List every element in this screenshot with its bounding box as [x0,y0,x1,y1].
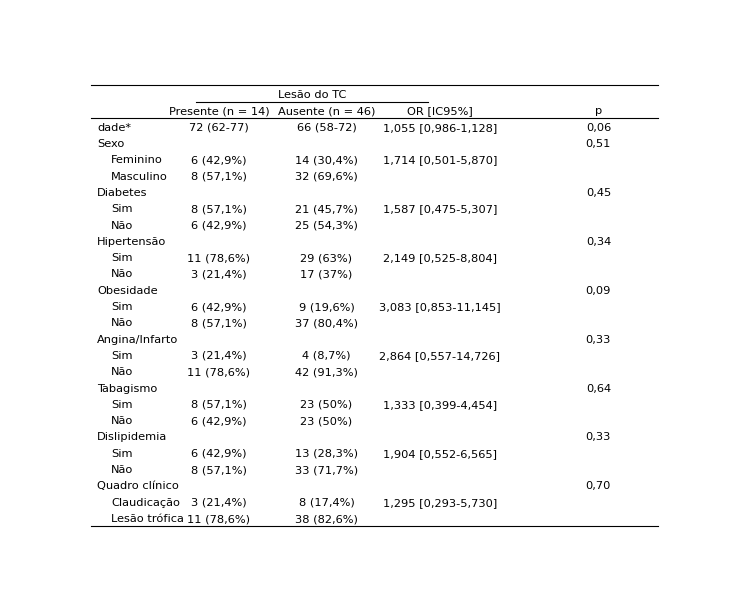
Text: OR [IC95%]: OR [IC95%] [407,107,473,116]
Text: Presente (n = 14): Presente (n = 14) [169,107,269,116]
Text: 42 (91,3%): 42 (91,3%) [295,367,358,377]
Text: 11 (78,6%): 11 (78,6%) [187,514,250,524]
Text: 1,055 [0,986-1,128]: 1,055 [0,986-1,128] [382,123,497,132]
Text: 8 (57,1%): 8 (57,1%) [191,204,247,214]
Text: Quadro clínico: Quadro clínico [97,481,179,492]
Text: Hipertensão: Hipertensão [97,237,167,247]
Text: 6 (42,9%): 6 (42,9%) [191,221,246,230]
Text: 17 (37%): 17 (37%) [300,270,352,280]
Text: Ausente (n = 46): Ausente (n = 46) [278,107,375,116]
Text: 0,51: 0,51 [586,139,611,149]
Text: Feminino: Feminino [111,155,163,166]
Text: 37 (80,4%): 37 (80,4%) [295,318,358,329]
Text: 1,904 [0,552-6,565]: 1,904 [0,552-6,565] [383,449,497,459]
Text: Sim: Sim [111,204,133,214]
Text: 3 (21,4%): 3 (21,4%) [191,270,246,280]
Text: 72 (62-77): 72 (62-77) [189,123,249,132]
Text: 6 (42,9%): 6 (42,9%) [191,155,246,166]
Text: 4 (8,7%): 4 (8,7%) [302,351,351,361]
Text: Dislipidemia: Dislipidemia [97,433,167,443]
Text: 2,864 [0,557-14,726]: 2,864 [0,557-14,726] [379,351,500,361]
Text: 11 (78,6%): 11 (78,6%) [187,367,250,377]
Text: Não: Não [111,221,134,230]
Text: 0,33: 0,33 [586,433,611,443]
Text: 21 (45,7%): 21 (45,7%) [295,204,358,214]
Text: 8 (57,1%): 8 (57,1%) [191,465,247,475]
Text: 2,149 [0,525-8,804]: 2,149 [0,525-8,804] [383,253,497,263]
Text: 33 (71,7%): 33 (71,7%) [295,465,358,475]
Text: dade*: dade* [97,123,131,132]
Text: 32 (69,6%): 32 (69,6%) [295,172,358,181]
Text: Sim: Sim [111,253,133,263]
Text: 11 (78,6%): 11 (78,6%) [187,253,250,263]
Text: Sim: Sim [111,400,133,410]
Text: Angina/Infarto: Angina/Infarto [97,335,178,345]
Text: Lesão do TC: Lesão do TC [278,90,346,100]
Text: 66 (58-72): 66 (58-72) [297,123,356,132]
Text: 13 (28,3%): 13 (28,3%) [295,449,358,459]
Text: Sim: Sim [111,302,133,312]
Text: 9 (19,6%): 9 (19,6%) [298,302,355,312]
Text: 23 (50%): 23 (50%) [300,416,352,426]
Text: 0,33: 0,33 [586,335,611,345]
Text: Diabetes: Diabetes [97,188,148,198]
Text: Sexo: Sexo [97,139,124,149]
Text: Obesidade: Obesidade [97,286,158,295]
Text: 25 (54,3%): 25 (54,3%) [295,221,358,230]
Text: 3 (21,4%): 3 (21,4%) [191,351,246,361]
Text: 0,45: 0,45 [586,188,611,198]
Text: 29 (63%): 29 (63%) [300,253,352,263]
Text: 23 (50%): 23 (50%) [300,400,352,410]
Text: 8 (57,1%): 8 (57,1%) [191,172,247,181]
Text: 1,295 [0,293-5,730]: 1,295 [0,293-5,730] [382,498,497,508]
Text: 8 (57,1%): 8 (57,1%) [191,318,247,329]
Text: 8 (57,1%): 8 (57,1%) [191,400,247,410]
Text: Sim: Sim [111,351,133,361]
Text: 3,083 [0,853-11,145]: 3,083 [0,853-11,145] [379,302,501,312]
Text: 8 (17,4%): 8 (17,4%) [298,498,355,508]
Text: Sim: Sim [111,449,133,459]
Text: 6 (42,9%): 6 (42,9%) [191,416,246,426]
Text: 6 (42,9%): 6 (42,9%) [191,449,246,459]
Text: Não: Não [111,416,134,426]
Text: Não: Não [111,270,134,280]
Text: Claudicação: Claudicação [111,498,181,508]
Text: 0,34: 0,34 [586,237,611,247]
Text: 6 (42,9%): 6 (42,9%) [191,302,246,312]
Text: Não: Não [111,367,134,377]
Text: 38 (82,6%): 38 (82,6%) [295,514,358,524]
Text: 0,06: 0,06 [586,123,611,132]
Text: 14 (30,4%): 14 (30,4%) [295,155,358,166]
Text: 0,64: 0,64 [586,384,611,394]
Text: 3 (21,4%): 3 (21,4%) [191,498,246,508]
Text: Lesão trófica: Lesão trófica [111,514,184,524]
Text: Tabagismo: Tabagismo [97,384,157,394]
Text: 1,587 [0,475-5,307]: 1,587 [0,475-5,307] [382,204,497,214]
Text: Não: Não [111,465,134,475]
Text: Masculino: Masculino [111,172,168,181]
Text: 1,333 [0,399-4,454]: 1,333 [0,399-4,454] [383,400,497,410]
Text: 0,09: 0,09 [586,286,611,295]
Text: Não: Não [111,318,134,329]
Text: 1,714 [0,501-5,870]: 1,714 [0,501-5,870] [382,155,497,166]
Text: p: p [595,107,602,116]
Text: 0,70: 0,70 [586,481,611,492]
